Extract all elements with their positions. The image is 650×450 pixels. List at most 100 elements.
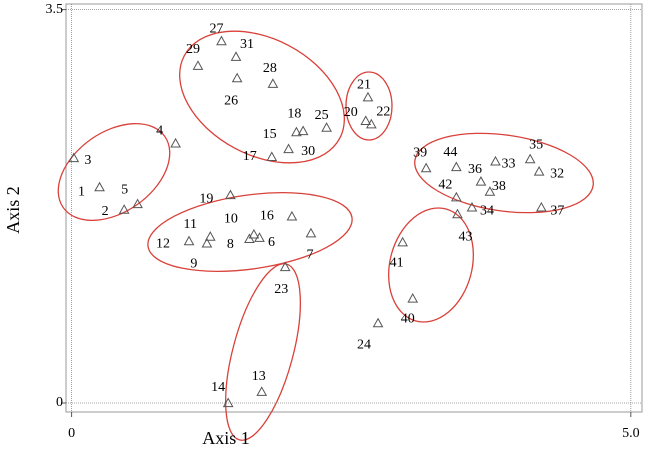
point-label: 14 [211,380,225,395]
point-label: 25 [315,108,329,123]
point [204,231,216,241]
point [267,78,279,88]
point [118,204,130,214]
point-label: 19 [199,191,213,206]
point-label: 12 [156,236,170,251]
group-ellipse [414,132,594,214]
point [450,161,462,172]
point [132,198,143,209]
point-label: 5 [121,182,128,197]
point [524,153,536,164]
point-label: 42 [438,178,452,193]
point [372,317,384,328]
point [533,165,545,176]
point-label: 26 [224,93,238,108]
point-label: 21 [357,78,371,93]
point-label: 35 [529,137,543,152]
point [535,201,547,212]
x-tick-label: 0 [68,426,75,441]
point [362,91,374,102]
point [297,125,309,136]
point [222,397,234,408]
point [201,237,213,248]
point-label: 8 [227,237,234,252]
point-label: 23 [274,282,288,297]
point-label: 7 [306,248,313,263]
point [248,228,260,239]
point-label: 22 [376,104,390,119]
point [286,210,298,221]
point-label: 39 [413,145,427,160]
point-label: 44 [443,145,457,160]
point [484,186,496,196]
point [466,201,478,212]
point [490,155,501,166]
y-axis-title: Axis 2 [3,186,23,234]
y-tick-label: 0 [56,395,63,410]
point [256,386,268,396]
group-ellipse [147,192,353,272]
point [231,72,243,83]
point-label: 27 [209,21,223,36]
point [254,232,265,242]
group-ellipse [387,207,475,323]
point-label: 32 [550,167,564,182]
point [305,227,317,238]
point-label: 18 [287,106,301,121]
point-label: 43 [458,229,472,244]
point-label: 37 [550,204,564,219]
point-label: 6 [268,235,275,250]
point-label: 17 [243,149,257,164]
plot-frame [65,3,643,413]
point-label: 16 [260,209,274,224]
x-axis-title: Axis 1 [202,428,250,448]
group-ellipse [179,30,345,164]
point-label: 3 [84,153,91,168]
point [407,292,419,303]
point [279,261,291,272]
point-label: 10 [224,212,238,227]
y-tick-label: 3.5 [46,2,64,17]
point [452,208,463,219]
group-ellipse [225,263,301,441]
point [365,118,377,129]
group-ellipse [345,71,393,141]
point-label: 20 [344,105,358,120]
x-tick-label: 5.0 [622,426,640,441]
point [192,60,204,70]
point-label: 36 [468,162,482,177]
point [225,189,236,200]
group-ellipse [57,122,171,222]
point [266,151,278,161]
point [216,35,227,46]
point [321,122,332,132]
point-label: 11 [184,217,197,232]
point-label: 31 [240,37,254,52]
point-label: 13 [252,369,266,384]
point-label: 33 [501,157,515,172]
point [291,126,302,137]
point-label: 9 [190,257,197,272]
point-label: 30 [301,144,315,159]
point [475,176,487,186]
point [420,162,432,173]
point-label: 15 [263,127,277,142]
point [283,143,294,154]
point [450,191,462,202]
point-label: 40 [401,312,415,327]
groups [57,30,594,441]
point-label: 38 [492,179,506,194]
point-label: 1 [78,184,85,199]
point [170,137,181,148]
point-label: 2 [102,204,109,219]
point-label: 28 [263,61,277,76]
point [94,181,105,192]
point-label: 41 [390,255,404,270]
point-label: 4 [156,124,163,139]
point [230,51,242,61]
point-label: 29 [186,42,200,57]
point [360,115,372,125]
point [183,235,195,246]
point [68,152,80,163]
